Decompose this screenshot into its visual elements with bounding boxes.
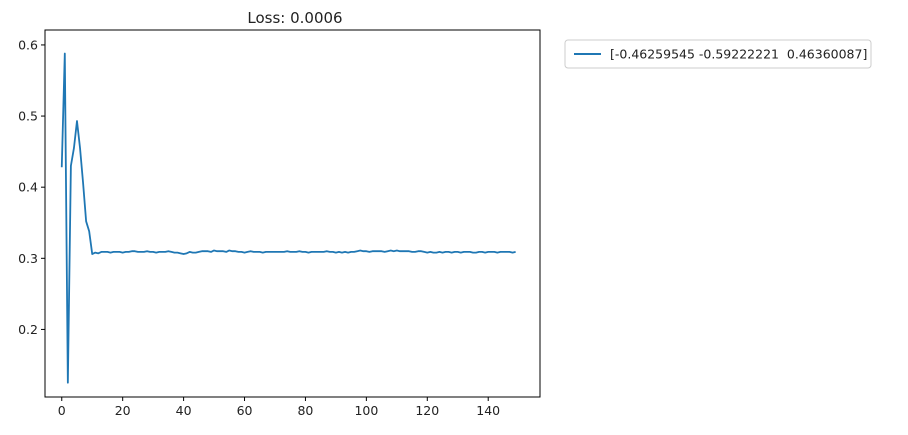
y-tick-label-4: 0.6 [18,37,38,52]
axes: 0 20 40 60 80 100 120 140 0.2 0.3 0.4 0.5 0.6 [18,29,541,418]
x-tick-label-0: 0 [58,403,66,418]
legend-box [564,39,872,69]
chart-title: Loss: 0.0006 [247,9,342,27]
x-tick-label-7: 140 [476,403,500,418]
axes-frame [44,29,541,398]
plot-area [60,52,516,384]
x-tick-label-5: 100 [354,403,378,418]
x-tick-label-3: 60 [237,403,253,418]
x-tick-label-2: 40 [176,403,192,418]
legend: [-0.46259545 -0.59222221 0.46360087] [564,39,872,69]
series-line-0 [60,52,516,384]
y-tick-label-1: 0.3 [18,251,38,266]
y-tick-label-0: 0.2 [18,322,38,337]
legend-entry-label: [-0.46259545 -0.59222221 0.46360087] [610,47,867,62]
x-tick-label-1: 20 [115,403,131,418]
y-tick-label-2: 0.4 [18,180,38,195]
x-tick-label-4: 80 [297,403,313,418]
y-tick-label-3: 0.5 [18,109,38,124]
x-tick-label-6: 120 [415,403,439,418]
